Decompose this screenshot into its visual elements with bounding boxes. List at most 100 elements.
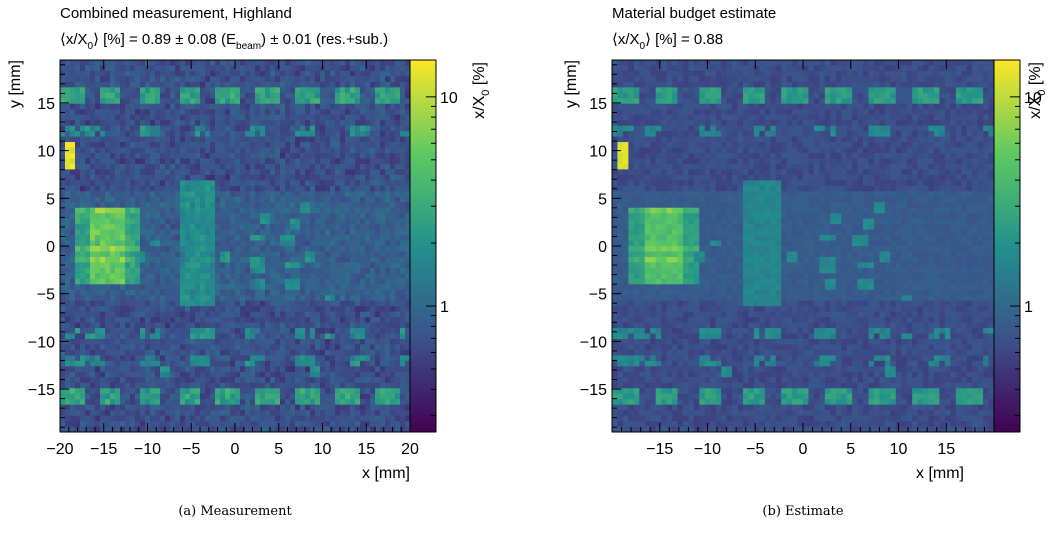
heatmap-cell [230, 125, 236, 132]
heatmap-cell [265, 142, 271, 148]
heatmap-cell [210, 174, 216, 181]
heatmap-cell [335, 180, 341, 187]
heatmap-cell [365, 322, 371, 329]
heatmap-cell [120, 218, 126, 225]
heatmap-cell [120, 317, 126, 323]
heatmap-cell [145, 333, 151, 340]
heatmap-cell [235, 196, 241, 203]
heatmap-cell [210, 185, 216, 192]
heatmap-cell [210, 224, 216, 230]
heatmap-cell [315, 240, 321, 247]
heatmap-cell [185, 109, 191, 116]
heatmap-cell [395, 169, 401, 176]
heatmap-cell [380, 92, 386, 99]
heatmap-cell [120, 76, 126, 83]
heatmap-cell [365, 415, 371, 422]
heatmap-cell [390, 328, 396, 334]
heatmap-cell [95, 295, 101, 302]
heatmap-cell [270, 328, 276, 334]
heatmap-cell [315, 87, 321, 94]
heatmap-cell [95, 76, 101, 83]
heatmap-cell [155, 404, 161, 411]
heatmap-cell [70, 235, 76, 241]
heatmap-cell [365, 153, 371, 159]
heatmap-cell [285, 92, 291, 99]
heatmap-cell [180, 349, 186, 356]
heatmap-cell [130, 169, 136, 176]
heatmap-cell [105, 240, 111, 247]
heatmap-cell [80, 81, 86, 88]
heatmap-cell [215, 191, 221, 198]
heatmap-cell [270, 344, 276, 351]
heatmap-cell [405, 404, 411, 411]
heatmap-cell [75, 377, 81, 384]
heatmap-cell [305, 81, 311, 88]
heatmap-cell [115, 87, 121, 94]
heatmap-cell [245, 421, 251, 427]
heatmap-cell [110, 92, 116, 99]
heatmap-cell [280, 404, 286, 411]
heatmap-cell [315, 185, 321, 192]
heatmap-cell [385, 267, 391, 274]
heatmap-cell [405, 196, 411, 203]
heatmap-cell [230, 87, 236, 94]
heatmap-cell [255, 284, 261, 291]
heatmap-cell [135, 65, 141, 72]
heatmap-cell [190, 87, 196, 94]
heatmap-cell [175, 317, 181, 323]
heatmap-cell [235, 349, 241, 356]
heatmap-cell [165, 256, 171, 263]
heatmap-cell [230, 317, 236, 323]
heatmap-cell [215, 289, 221, 296]
heatmap-cell [295, 360, 301, 367]
heatmap-cell [345, 114, 351, 121]
heatmap-cell [245, 235, 251, 241]
heatmap-cell [115, 306, 121, 313]
heatmap-cell [644, 65, 651, 72]
heatmap-cell [170, 377, 176, 384]
heatmap-cell [300, 131, 306, 137]
heatmap-cell [295, 246, 301, 252]
heatmap-cell [285, 410, 291, 416]
heatmap-cell [75, 224, 81, 230]
heatmap-cell [395, 136, 401, 143]
heatmap-cell [365, 207, 371, 214]
heatmap-cell [120, 158, 126, 165]
heatmap-cell [75, 328, 81, 334]
heatmap-cell [390, 339, 396, 345]
heatmap-cell [250, 218, 256, 225]
heatmap-cell [60, 273, 66, 280]
heatmap-cell [155, 163, 161, 170]
heatmap-cell [100, 235, 106, 241]
heatmap-cell [265, 284, 271, 291]
heatmap-cell [90, 185, 96, 192]
heatmap-cell [225, 120, 231, 127]
heatmap-cell [195, 393, 201, 400]
heatmap-cell [285, 81, 291, 88]
heatmap-cell [115, 382, 121, 389]
heatmap-cell [180, 180, 186, 187]
heatmap-cell [335, 426, 341, 433]
heatmap-cell [879, 60, 886, 66]
heatmap-cell [165, 98, 171, 105]
heatmap-cell [295, 410, 301, 416]
heatmap-cell [250, 339, 256, 345]
heatmap-cell [355, 278, 361, 285]
heatmap-cell [365, 399, 371, 406]
heatmap-cell [115, 65, 121, 72]
heatmap-cell [225, 169, 231, 176]
heatmap-cell [120, 366, 126, 373]
heatmap-cell [345, 322, 351, 329]
heatmap-cell [355, 339, 361, 345]
heatmap-cell [325, 70, 331, 77]
heatmap-cell [225, 76, 231, 83]
heatmap-cell [400, 246, 406, 252]
heatmap-cell [260, 333, 266, 340]
heatmap-cell [390, 251, 396, 258]
heatmap-cell [285, 142, 291, 148]
heatmap-cell [320, 300, 326, 307]
heatmap-cell [85, 289, 91, 296]
heatmap-cell [120, 377, 126, 384]
heatmap-cell [185, 158, 191, 165]
heatmap-cell [180, 76, 186, 83]
